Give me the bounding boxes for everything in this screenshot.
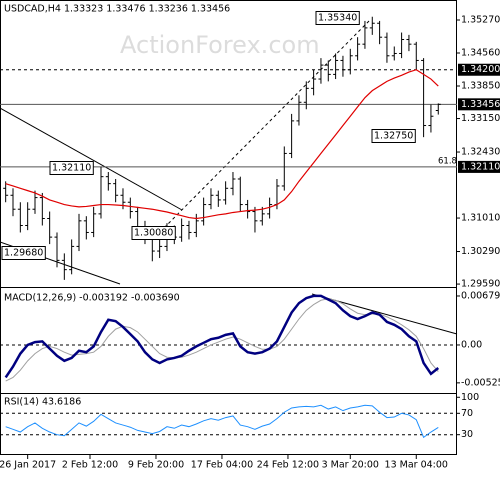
watermark: ActionForex.com	[120, 31, 320, 59]
annotation: 1.30080	[134, 228, 173, 239]
level-label: 1.33456	[461, 99, 500, 110]
x-tick-label: 2 Feb 12:00	[62, 460, 118, 471]
level-label: 1.32110	[461, 161, 500, 172]
y-tick-label: 1.31010	[461, 213, 500, 224]
y-tick-label: 0.006794	[461, 290, 500, 301]
level-label-box	[458, 160, 500, 173]
x-tick-label: 26 Jan 2017	[0, 460, 56, 471]
y-tick-label: 1.29590	[461, 279, 500, 290]
annotation: 1.29680	[4, 248, 43, 259]
annotation: 1.32750	[374, 131, 413, 142]
annotation-box	[49, 161, 94, 175]
y-tick-label: 1.33150	[461, 113, 500, 124]
annotation-box	[315, 11, 360, 25]
level-label: 1.34200	[461, 64, 500, 75]
x-tick-label: 24 Feb 12:00	[257, 460, 319, 471]
y-tick-label: 0.00	[461, 339, 482, 350]
y-tick-label: 70	[461, 408, 473, 419]
y-tick-label: 30	[461, 429, 473, 440]
panel-title: MACD(12,26,9) -0.003192 -0.003690	[4, 293, 180, 304]
x-tick-label: 17 Feb 04:00	[191, 460, 253, 471]
panel-title: RSI(14) 43.6186	[4, 397, 81, 408]
trendline	[0, 107, 183, 211]
annotation-box	[1, 246, 46, 260]
annotation: 1.35340	[318, 13, 357, 24]
plot-frame	[0, 0, 457, 455]
y-tick-label: 1.30290	[461, 246, 500, 257]
y-tick-label: 1.33850	[461, 81, 500, 92]
moving-average	[5, 69, 439, 220]
level-label-box	[458, 63, 500, 76]
y-tick-label: 1.34560	[461, 48, 500, 59]
annotation: 1.32110	[52, 163, 91, 174]
x-tick-label: 13 Mar 04:00	[385, 460, 448, 471]
x-tick-label: 3 Mar 20:00	[322, 460, 379, 471]
level-label-box	[458, 98, 500, 111]
annotation-box	[371, 129, 416, 143]
y-tick-label: 1.32430	[461, 147, 500, 158]
x-tick-label: 9 Feb 20:00	[128, 460, 184, 471]
y-tick-label: -0.005254	[461, 377, 500, 388]
trendline	[159, 19, 371, 233]
annotation: 61.8	[438, 157, 457, 167]
indicator-line	[5, 404, 439, 439]
y-tick-label: 100	[461, 392, 479, 403]
annotation-box	[131, 226, 176, 240]
chart-title: USDCAD,H4 1.33323 1.33476 1.33236 1.3345…	[4, 4, 230, 15]
y-tick-label: 1.35270	[461, 14, 500, 25]
indicator-line	[4, 294, 440, 379]
